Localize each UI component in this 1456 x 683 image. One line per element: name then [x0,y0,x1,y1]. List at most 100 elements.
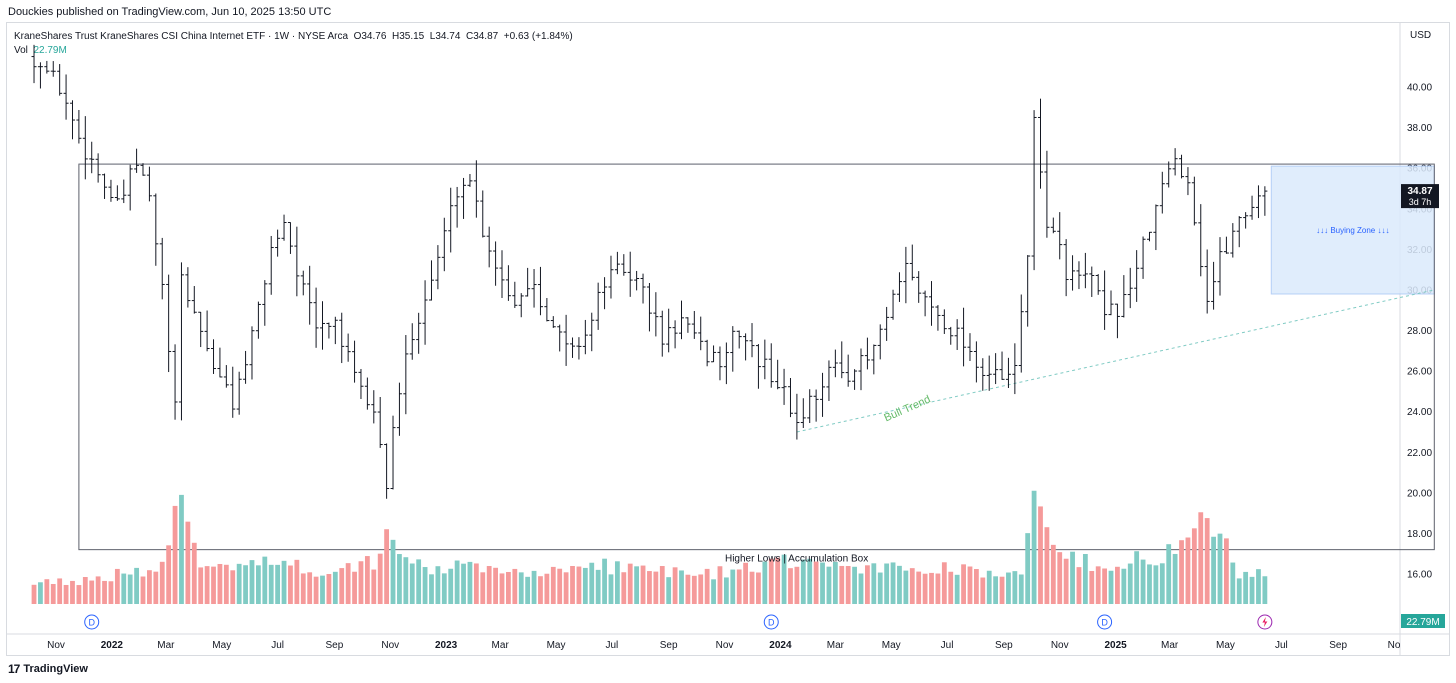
dividend-marker-icon [763,614,779,630]
volume-bar [114,568,120,604]
volume-bar [313,576,319,604]
volume-bar [775,557,781,604]
volume-bar [762,561,768,604]
x-tick-label: Mar [492,640,510,651]
dividend-marker-icon [1097,614,1113,630]
volume-bar [839,565,845,604]
buying-zone-label: ↓↓↓ Buying Zone ↓↓↓ [1316,226,1389,235]
chart-frame [6,22,1450,656]
volume-bar [76,585,82,604]
y-tick-label: 18.00 [1407,529,1432,540]
y-tick-label: 38.00 [1407,123,1432,134]
accumulation-box-label: Higher Lows | Accumulation Box [725,554,868,565]
volume-bar [288,565,293,604]
volume-bar [614,561,620,604]
volume-bar [807,558,813,604]
change-value: +0.63 (+1.84%) [503,31,573,42]
volume-bar [589,562,595,604]
volume-bar [1031,490,1037,604]
volume-bar [922,573,928,604]
x-tick-label: Sep [995,640,1013,651]
volume-bar [582,567,588,604]
currency-label[interactable]: USD [1410,30,1432,41]
volume-bar [929,572,934,604]
chart-legend: KraneShares Trust KraneShares CSI China … [14,30,573,58]
volume-bar [1204,518,1210,604]
volume-bar [217,563,223,604]
volume-bar [723,577,729,604]
symbol-line: KraneShares Trust KraneShares CSI China … [14,30,573,44]
volume-bar [486,566,492,604]
x-tick-label: May [1216,640,1235,651]
x-tick-label: Jul [1275,640,1288,651]
volume-bar [262,556,268,604]
volume-bar [268,564,274,604]
volume-bar [172,505,178,604]
dividend-marker-letter: D [1101,618,1108,628]
volume-bar [768,558,774,604]
volume-bar [397,554,402,604]
volume-bar [935,573,941,604]
volume-bar [416,559,422,604]
volume-bar [127,574,133,604]
volume-bar [1243,571,1249,604]
volume-bar [1082,554,1088,604]
volume-bar [275,564,281,604]
x-tick-label: No [1388,640,1401,651]
y-tick-label: 22.00 [1407,448,1432,459]
volume-bar [525,576,531,604]
volume-bar [230,570,236,604]
volume-bar [255,565,261,604]
volume-bar [50,583,56,604]
volume-bar [185,521,191,604]
volume-bar [621,572,627,604]
volume-bar [1166,544,1172,604]
volume-bar [685,574,691,604]
volume-bar [57,578,63,604]
volume-bar [307,572,313,604]
high-value: 35.15 [399,31,425,42]
volume-bar [1070,551,1075,604]
volume-bar [647,571,652,604]
symbol-name[interactable]: KraneShares Trust KraneShares CSI China … [14,31,349,42]
price-tag-box [1401,184,1439,209]
x-tick-label: Mar [827,640,845,651]
volume-bar [1108,570,1114,604]
volume-bar [38,582,43,604]
volume-bar [679,570,684,604]
volume-bar [320,575,325,604]
volume-bar [967,566,973,604]
y-tick-label: 16.00 [1407,570,1432,581]
volume-bar [820,562,825,604]
y-tick-label: 26.00 [1407,367,1432,378]
volume-bar [852,566,857,604]
volume-bar [1185,537,1191,604]
volume-bar [159,561,165,604]
volume-bar [1012,571,1018,604]
x-tick-label: 2023 [435,640,458,651]
volume-bar [999,576,1005,604]
volume-bar [903,570,909,604]
volume-bar [63,584,69,604]
volume-bar [557,568,563,604]
volume-bar [243,565,248,604]
volume-bar [794,566,800,604]
tradingview-brand[interactable]: 17 TradingView [8,662,88,676]
y-tick-label: 28.00 [1407,326,1432,337]
volume-bar [134,567,139,604]
volume-bar [1217,533,1223,604]
volume-bar [1249,576,1255,604]
dividend-marker-letter: D [88,618,95,628]
volume-bar [198,567,204,604]
volume-bar [1089,570,1095,604]
volume-bar [1230,562,1236,604]
volume-bar [384,529,390,604]
y-tick-label: 24.00 [1407,407,1432,418]
volume-bar [1211,536,1216,604]
volume-bar [108,581,114,604]
x-tick-label: Sep [326,640,344,651]
x-tick-label: Sep [1329,640,1347,651]
volume-bar [711,579,716,604]
volume-bar [461,563,466,604]
